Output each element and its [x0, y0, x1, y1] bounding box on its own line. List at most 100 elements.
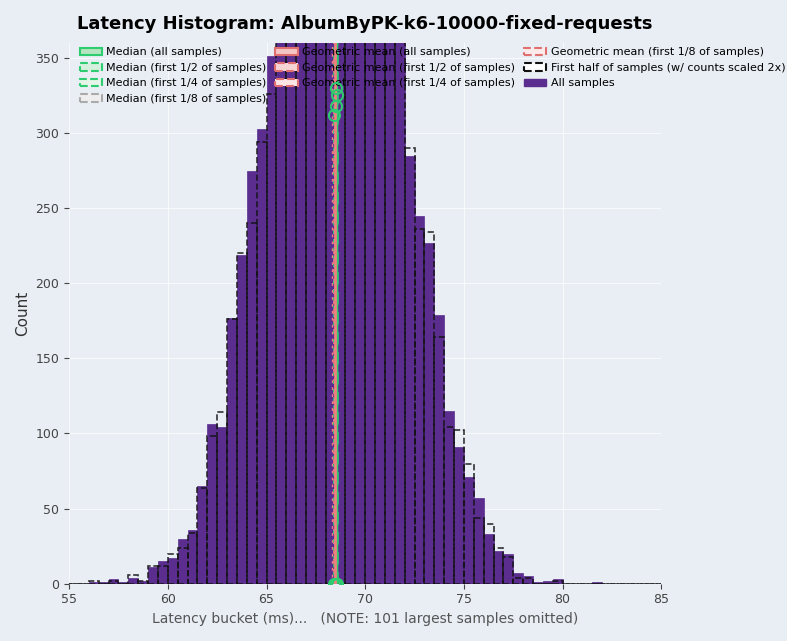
Bar	[345, 0, 356, 584]
Geometric mean (first 1/8 of samples)	[327, 578, 337, 586]
Bar	[158, 566, 168, 584]
Bar	[267, 56, 276, 584]
Bar	[257, 129, 267, 584]
Bar	[316, 0, 326, 584]
Bar	[217, 412, 227, 584]
Bar	[523, 576, 533, 584]
Median (all samples)	[331, 578, 341, 586]
Median (first 1/2 of samples)	[333, 580, 342, 588]
Bar	[257, 142, 267, 584]
Bar	[415, 229, 424, 584]
Bar	[434, 315, 444, 584]
Bar	[306, 0, 316, 584]
Bar	[493, 551, 504, 584]
Bar	[424, 232, 434, 584]
Bar	[316, 0, 326, 584]
Bar	[89, 582, 98, 584]
Bar	[187, 529, 198, 584]
Bar	[493, 547, 504, 584]
Bar	[119, 582, 128, 584]
Title: Latency Histogram: AlbumByPK-k6-10000-fixed-requests: Latency Histogram: AlbumByPK-k6-10000-fi…	[77, 15, 653, 33]
Bar	[237, 253, 247, 584]
Median (first 1/2 of samples)	[333, 578, 342, 586]
Bar	[543, 581, 552, 584]
Bar	[227, 318, 237, 584]
Bar	[335, 0, 345, 584]
Bar	[247, 223, 257, 584]
Bar	[474, 498, 484, 584]
Bar	[454, 431, 464, 584]
Bar	[552, 581, 563, 584]
Bar	[484, 534, 493, 584]
Bar	[474, 518, 484, 584]
Bar	[424, 243, 434, 584]
Bar	[148, 566, 158, 584]
Bar	[178, 538, 187, 584]
Bar	[168, 558, 178, 584]
Bar	[464, 463, 474, 584]
Bar	[139, 581, 148, 584]
Bar	[109, 581, 119, 584]
Bar	[198, 486, 207, 584]
Geometric mean (first 1/4 of samples)	[329, 580, 338, 588]
Bar	[296, 0, 306, 584]
Bar	[286, 0, 296, 584]
Bar	[345, 0, 356, 584]
Median (first 1/4 of samples)	[331, 578, 341, 586]
Median (first 1/8 of samples)	[329, 578, 338, 586]
Bar	[375, 0, 385, 584]
Bar	[276, 0, 286, 584]
Geometric mean (first 1/2 of samples)	[331, 578, 340, 586]
Bar	[207, 424, 217, 584]
Bar	[385, 0, 395, 584]
Bar	[198, 488, 207, 584]
Bar	[484, 524, 493, 584]
Bar	[533, 582, 543, 584]
Bar	[375, 0, 385, 584]
Geometric mean (all samples)	[330, 580, 339, 588]
Bar	[276, 0, 286, 584]
Bar	[128, 578, 139, 584]
Bar	[444, 411, 454, 584]
Geometric mean (first 1/4 of samples)	[329, 578, 338, 586]
Geometric mean (all samples)	[330, 578, 339, 586]
Bar	[168, 554, 178, 584]
Bar	[109, 579, 119, 584]
Bar	[247, 171, 257, 584]
Bar	[504, 554, 513, 584]
Bar	[356, 0, 365, 584]
Bar	[504, 556, 513, 584]
Bar	[385, 0, 395, 584]
Median (first 1/8 of samples)	[329, 580, 338, 588]
Bar	[552, 579, 563, 584]
Bar	[513, 578, 523, 584]
Geometric mean (first 1/8 of samples)	[327, 580, 337, 588]
Median (all samples)	[331, 580, 341, 588]
Bar	[128, 575, 139, 584]
Bar	[178, 547, 187, 584]
Bar	[395, 0, 405, 584]
Bar	[89, 581, 98, 584]
Bar	[444, 428, 454, 584]
Bar	[306, 0, 316, 584]
Bar	[464, 477, 474, 584]
Geometric mean (first 1/2 of samples)	[331, 580, 340, 588]
Bar	[207, 437, 217, 584]
Bar	[405, 156, 415, 584]
Bar	[395, 0, 405, 584]
Bar	[148, 567, 158, 584]
Bar	[365, 0, 375, 584]
Bar	[139, 581, 148, 584]
Bar	[365, 0, 375, 584]
Bar	[286, 0, 296, 584]
Bar	[415, 215, 424, 584]
Bar	[296, 0, 306, 584]
Bar	[267, 94, 276, 584]
Bar	[592, 582, 602, 584]
Bar	[405, 148, 415, 584]
Bar	[326, 0, 335, 584]
Bar	[98, 582, 109, 584]
Bar	[326, 0, 335, 584]
Bar	[513, 573, 523, 584]
Bar	[158, 561, 168, 584]
